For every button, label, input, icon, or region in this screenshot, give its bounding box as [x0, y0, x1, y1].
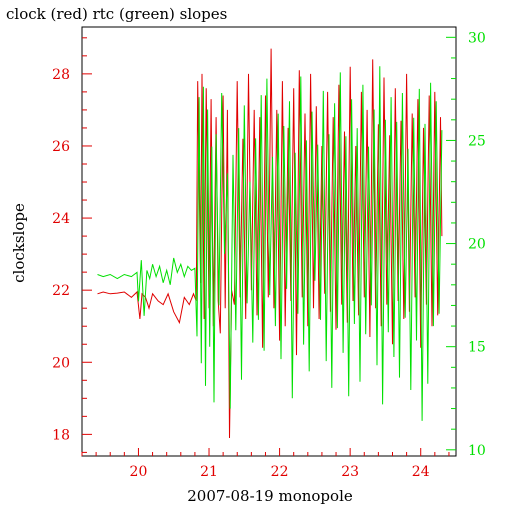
x-axis-label: 2007-08-19 monopole [187, 487, 353, 505]
x-tick-label: 20 [130, 464, 148, 480]
y-tick-label: 24 [52, 211, 70, 227]
x-tick-label: 23 [341, 464, 359, 480]
y2-tick-label: 30 [468, 30, 486, 46]
chart-title: clock (red) rtc (green) slopes [6, 5, 227, 23]
y2-tick-label: 10 [468, 443, 486, 459]
y2-tick-label: 20 [468, 237, 486, 253]
x-tick-label: 21 [200, 464, 218, 480]
x-tick-label: 24 [412, 464, 430, 480]
series-line-rtc [97, 66, 443, 421]
y2-tick-label: 25 [468, 133, 486, 149]
y-tick-label: 22 [52, 283, 70, 299]
y-tick-label: 26 [52, 139, 70, 155]
y-axis-label: clockslope [10, 203, 28, 283]
y-tick-label: 28 [52, 67, 70, 83]
plot-frame [81, 26, 457, 457]
x-tick-label: 22 [271, 464, 289, 480]
y-tick-label: 18 [52, 427, 70, 443]
y2-tick-label: 15 [468, 340, 486, 356]
series-line-clock [97, 48, 443, 439]
y-tick-label: 20 [52, 355, 70, 371]
